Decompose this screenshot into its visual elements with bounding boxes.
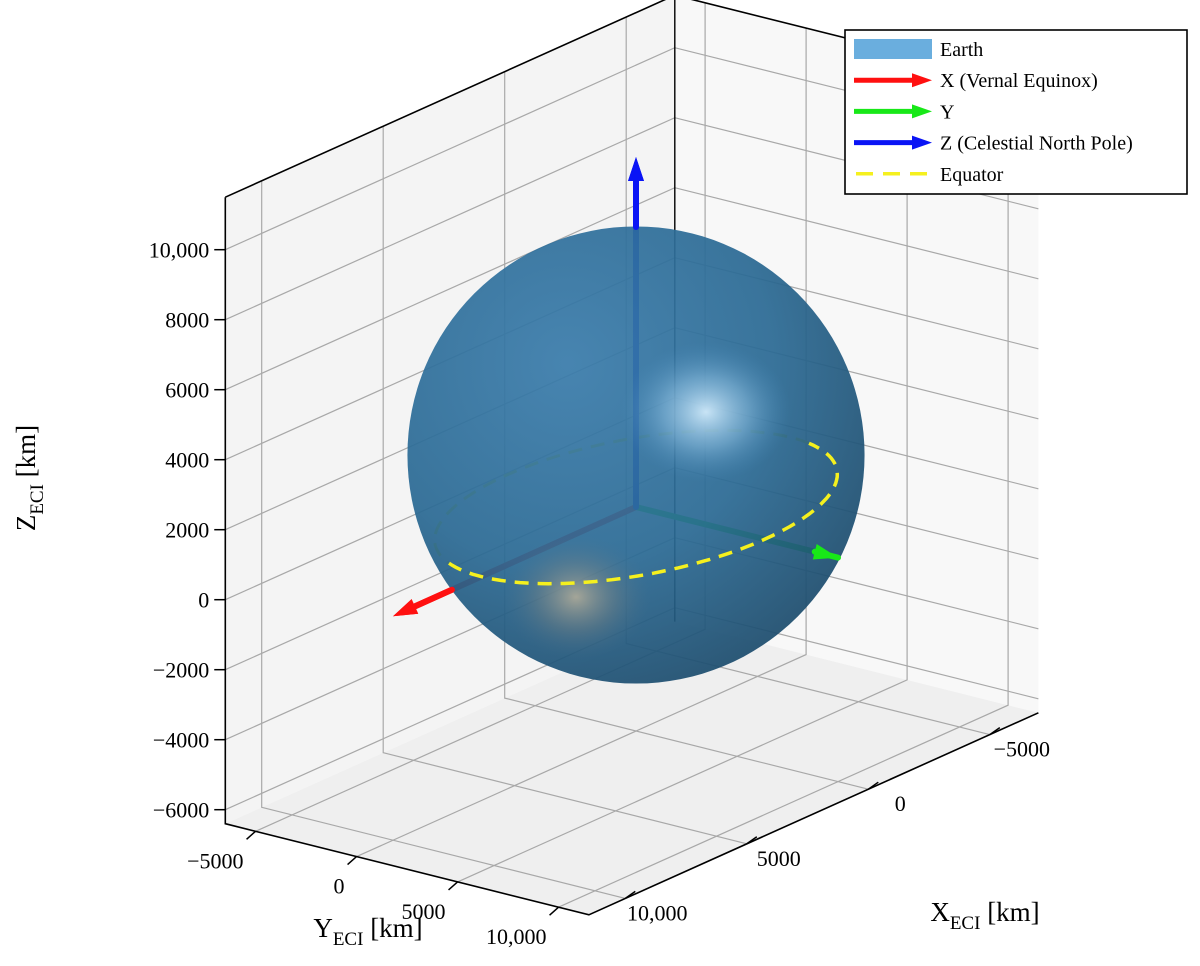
legend-arrow-head	[912, 104, 932, 119]
legend-item: X (Vernal Equinox)	[854, 70, 1098, 92]
z-tick-label: −4000	[153, 728, 209, 753]
equator-front	[448, 441, 840, 586]
legend-item: Z (Celestial North Pole)	[854, 133, 1133, 155]
x-tick	[989, 726, 1001, 736]
grid-line-y	[356, 28, 807, 858]
y-tick	[347, 856, 358, 866]
y-tick	[448, 881, 459, 891]
z-tick-label: 6000	[165, 378, 209, 403]
legend-label: Y	[940, 101, 954, 123]
pane-floor	[225, 621, 1039, 915]
z-tick-label: 4000	[165, 448, 209, 473]
x-tick	[867, 781, 879, 790]
grid-line-y	[558, 78, 1009, 908]
z-tick-label: 0	[198, 588, 209, 613]
z-axis-arrow-head-front	[628, 157, 644, 181]
x-tick	[624, 890, 636, 900]
grid-line-x	[261, 180, 626, 899]
x-tick-label: 5000	[757, 846, 801, 871]
earth-sphere	[407, 226, 865, 684]
axes-in-front	[393, 157, 841, 617]
y-tick-label: 5000	[402, 899, 446, 924]
z-tick-label: 2000	[165, 518, 209, 543]
earth-reflection	[501, 535, 651, 659]
grid-line-x	[382, 126, 747, 845]
axis-ticks: −6000 −4000 −2000 0 2000 4000 6000 8000 10,000 −5…	[149, 238, 1050, 949]
legend-item: Earth	[854, 39, 983, 61]
x-axis-arrow-head-front	[393, 599, 419, 617]
legend: Earth X (Vernal Equinox) Y Z (Celestial Nor…	[844, 29, 1188, 195]
y-axis-arrow-head-front	[812, 544, 838, 560]
legend-swatch-earth	[854, 39, 932, 59]
x-tick-label: 10,000	[627, 900, 688, 925]
x-tick-label: −5000	[994, 737, 1050, 762]
earth-highlight	[621, 342, 791, 482]
z-tick-label: −2000	[153, 658, 209, 683]
y-tick	[549, 906, 560, 916]
box-edge-axes	[224, 197, 1039, 916]
legend-label: Z (Celestial North Pole)	[940, 133, 1133, 155]
y-axis-title: YECI [km]	[313, 913, 422, 950]
legend-label: X (Vernal Equinox)	[940, 70, 1098, 92]
z-tick-label: −6000	[153, 798, 209, 823]
y-tick-label: 10,000	[486, 924, 547, 949]
legend-label: Equator	[940, 164, 1004, 186]
legend-arrow-head	[912, 73, 932, 88]
legend-item: Y	[854, 101, 954, 123]
axis-titles: ZECI [km] YECI [km] XECI [km]	[11, 425, 1040, 950]
x-axis-arrow-shaft-front	[411, 586, 455, 610]
legend-label: Earth	[940, 39, 983, 61]
x-tick-label: 0	[895, 791, 906, 816]
legend-arrow-head	[912, 135, 932, 150]
y-tick-label: 0	[334, 874, 345, 899]
grid-line-y	[457, 53, 908, 883]
x-tick	[746, 836, 758, 845]
legend-item: Equator	[856, 164, 1004, 186]
x-axis-title: XECI [km]	[930, 897, 1039, 934]
y-tick	[246, 830, 257, 840]
z-tick-label: 10,000	[149, 238, 210, 263]
y-tick-label: −5000	[187, 848, 243, 873]
z-axis-title: ZECI [km]	[11, 425, 48, 531]
z-tick-label: 8000	[165, 308, 209, 333]
